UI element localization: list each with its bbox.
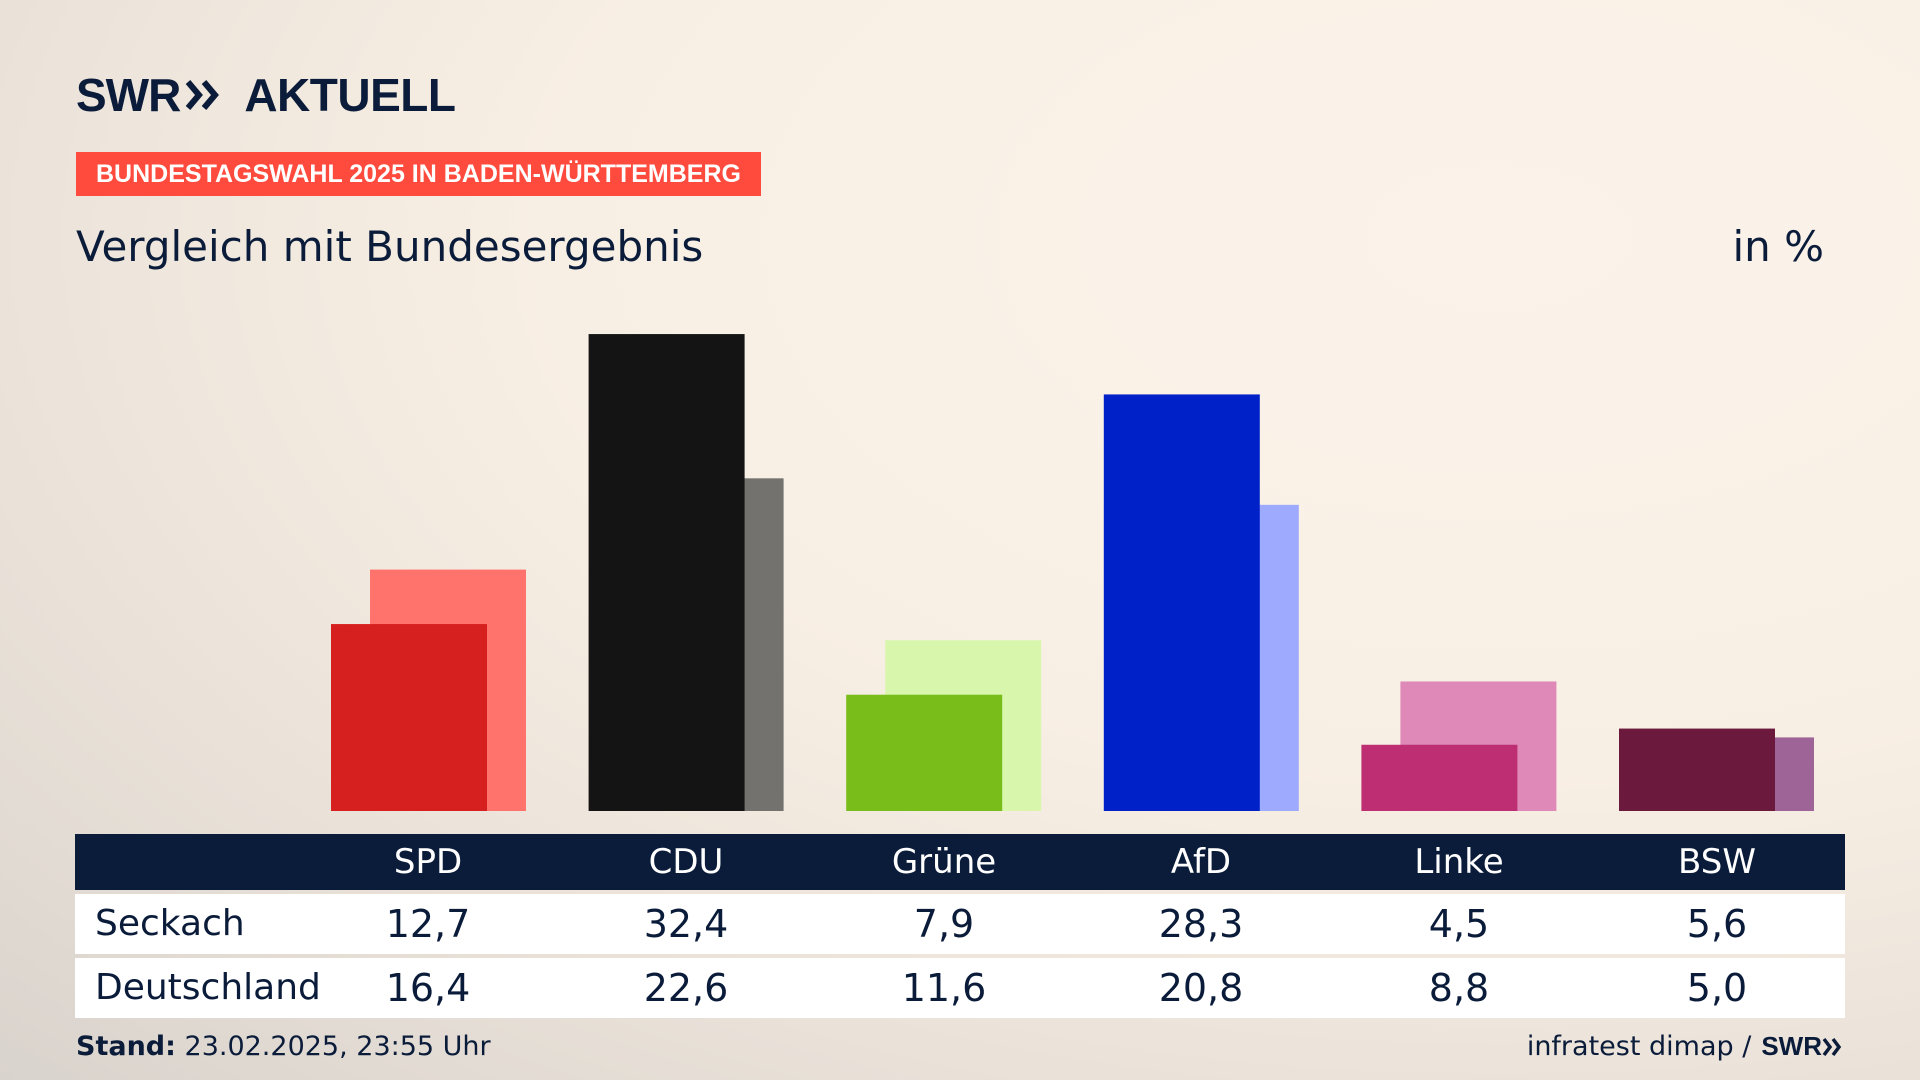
- row-label-seckach: Seckach: [95, 903, 245, 944]
- source-credit: infratest dimap / SWR: [1527, 1031, 1844, 1062]
- value-cell: 8,8: [1428, 966, 1490, 1010]
- party-header-cdu: CDU: [648, 842, 724, 882]
- kicker-badge: BUNDESTAGSWAHL 2025 IN BADEN-WÜRTTEMBERG: [76, 152, 761, 196]
- swr-logo: SWR: [76, 68, 222, 122]
- bar-chart: [331, 334, 1814, 811]
- value-cell: 5,0: [1686, 966, 1748, 1010]
- chart-title: Vergleich mit Bundesergebnis: [76, 222, 704, 271]
- party-header-bsw: BSW: [1678, 842, 1756, 882]
- bar-seckach-bsw: [1619, 728, 1775, 811]
- timestamp: Stand: 23.02.2025, 23:55 Uhr: [76, 1031, 491, 1062]
- stand-value: 23.02.2025, 23:55 Uhr: [184, 1031, 491, 1062]
- table-row-seckach: Seckach 12,7 32,4 7,9 28,3 4,5 5,6: [75, 894, 1845, 954]
- swr-mini-logo: SWR: [1761, 1031, 1844, 1062]
- table-row-deutschland: Deutschland 16,4 22,6 11,6 20,8 8,8 5,0: [75, 958, 1845, 1018]
- swr-logo-text: SWR: [76, 69, 181, 121]
- bar-seckach-spd: [331, 624, 487, 811]
- double-chevron-icon: [186, 80, 220, 110]
- party-header-linke: Linke: [1414, 842, 1504, 882]
- row-label-deutschland: Deutschland: [95, 967, 321, 1008]
- table-header: SPD CDU Grüne AfD Linke BSW: [75, 834, 1845, 890]
- party-header-spd: SPD: [393, 842, 463, 882]
- stand-label: Stand:: [76, 1031, 176, 1062]
- bar-seckach-grüne: [846, 694, 1003, 811]
- value-cell: 22,6: [643, 966, 729, 1010]
- value-cell: 32,4: [643, 902, 729, 946]
- double-chevron-icon: [1822, 1037, 1842, 1056]
- swr-mini-logo-text: SWR: [1761, 1031, 1822, 1061]
- party-header-afd: AfD: [1170, 842, 1232, 882]
- results-table: SPD CDU Grüne AfD Linke BSW Seckach 12,7…: [75, 834, 1845, 1018]
- value-cell: 4,5: [1428, 902, 1490, 946]
- source-text: infratest dimap /: [1526, 1031, 1752, 1062]
- value-cell: 12,7: [385, 902, 471, 946]
- unit-label: in %: [1732, 222, 1824, 271]
- value-cell: 5,6: [1686, 902, 1748, 946]
- bar-seckach-cdu: [588, 334, 745, 811]
- brand-name: AKTUELL: [244, 69, 456, 121]
- bar-seckach-linke: [1361, 744, 1518, 811]
- value-cell: 11,6: [901, 966, 987, 1010]
- value-cell: 7,9: [913, 902, 975, 946]
- party-header-gruene: Grüne: [891, 842, 997, 882]
- value-cell: 28,3: [1158, 902, 1244, 946]
- brand-logo: SWR AKTUELL: [76, 68, 456, 122]
- value-cell: 20,8: [1158, 966, 1244, 1010]
- bar-seckach-afd: [1103, 394, 1260, 811]
- value-cell: 16,4: [385, 966, 471, 1010]
